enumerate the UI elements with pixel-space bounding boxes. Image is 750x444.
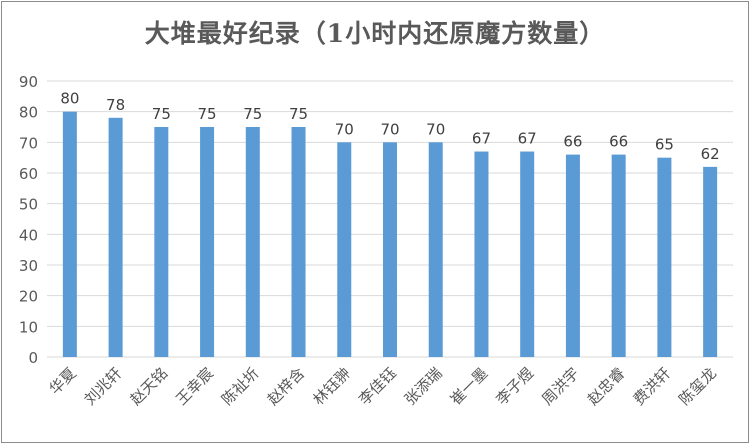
bar — [108, 117, 123, 357]
x-tick-label: 赵梓含 — [264, 364, 309, 409]
data-label: 70 — [380, 120, 399, 138]
x-tick-label: 崔一墨 — [447, 364, 492, 409]
data-label: 67 — [518, 130, 537, 148]
bar — [383, 142, 397, 357]
x-tick-label: 周洪宇 — [538, 364, 583, 409]
x-tick-label: 张添瑞 — [401, 364, 446, 409]
data-label: 78 — [106, 96, 125, 114]
data-label: 65 — [655, 136, 674, 154]
y-tick-label: 50 — [19, 196, 38, 214]
bar — [154, 127, 169, 357]
x-tick-label: 刘兆轩 — [81, 364, 126, 409]
data-label: 75 — [243, 105, 262, 123]
y-tick-label: 60 — [19, 165, 38, 183]
x-tick-label: 华夏 — [46, 364, 80, 398]
bar — [657, 157, 672, 357]
data-label: 66 — [563, 133, 582, 151]
data-label: 75 — [152, 105, 171, 123]
bar — [703, 166, 718, 357]
x-tick-label: 陈玺龙 — [675, 364, 720, 409]
y-tick-label: 20 — [19, 288, 38, 306]
data-label: 62 — [701, 145, 720, 163]
x-tick-label: 费洪轩 — [630, 364, 675, 409]
bar — [245, 127, 260, 357]
bar — [520, 151, 535, 357]
y-tick-label: 70 — [19, 134, 38, 152]
bar — [428, 142, 443, 357]
bar — [565, 154, 580, 357]
x-tick-label: 李佳钰 — [355, 364, 400, 409]
data-label: 66 — [609, 133, 628, 151]
x-tick-label: 赵天铭 — [127, 364, 172, 409]
y-tick-label: 30 — [19, 257, 38, 275]
x-tick-label: 赵忠睿 — [584, 364, 629, 409]
bar — [337, 142, 352, 357]
y-tick-label: 10 — [19, 318, 38, 336]
bar — [474, 151, 489, 357]
data-label: 70 — [426, 120, 445, 138]
y-tick-label: 80 — [19, 104, 38, 122]
data-label: 67 — [472, 130, 491, 148]
chart-title: 大堆最好纪录（1小时内还原魔方数量） — [144, 19, 606, 48]
bar — [200, 127, 215, 357]
bar — [291, 127, 306, 357]
data-label: 80 — [60, 90, 79, 108]
x-tick-label: 林钰翀 — [310, 364, 355, 409]
y-tick-label: 40 — [19, 226, 38, 244]
data-label: 75 — [198, 105, 217, 123]
bar — [62, 111, 77, 358]
data-label: 70 — [335, 120, 354, 138]
y-tick-label: 0 — [28, 349, 38, 367]
bar — [611, 154, 626, 357]
data-label: 75 — [289, 105, 308, 123]
x-tick-label: 李子煜 — [492, 364, 537, 409]
x-tick-label: 王幸宸 — [172, 364, 217, 409]
y-tick-label: 90 — [19, 73, 38, 91]
x-tick-label: 陈祉圻 — [218, 364, 263, 409]
